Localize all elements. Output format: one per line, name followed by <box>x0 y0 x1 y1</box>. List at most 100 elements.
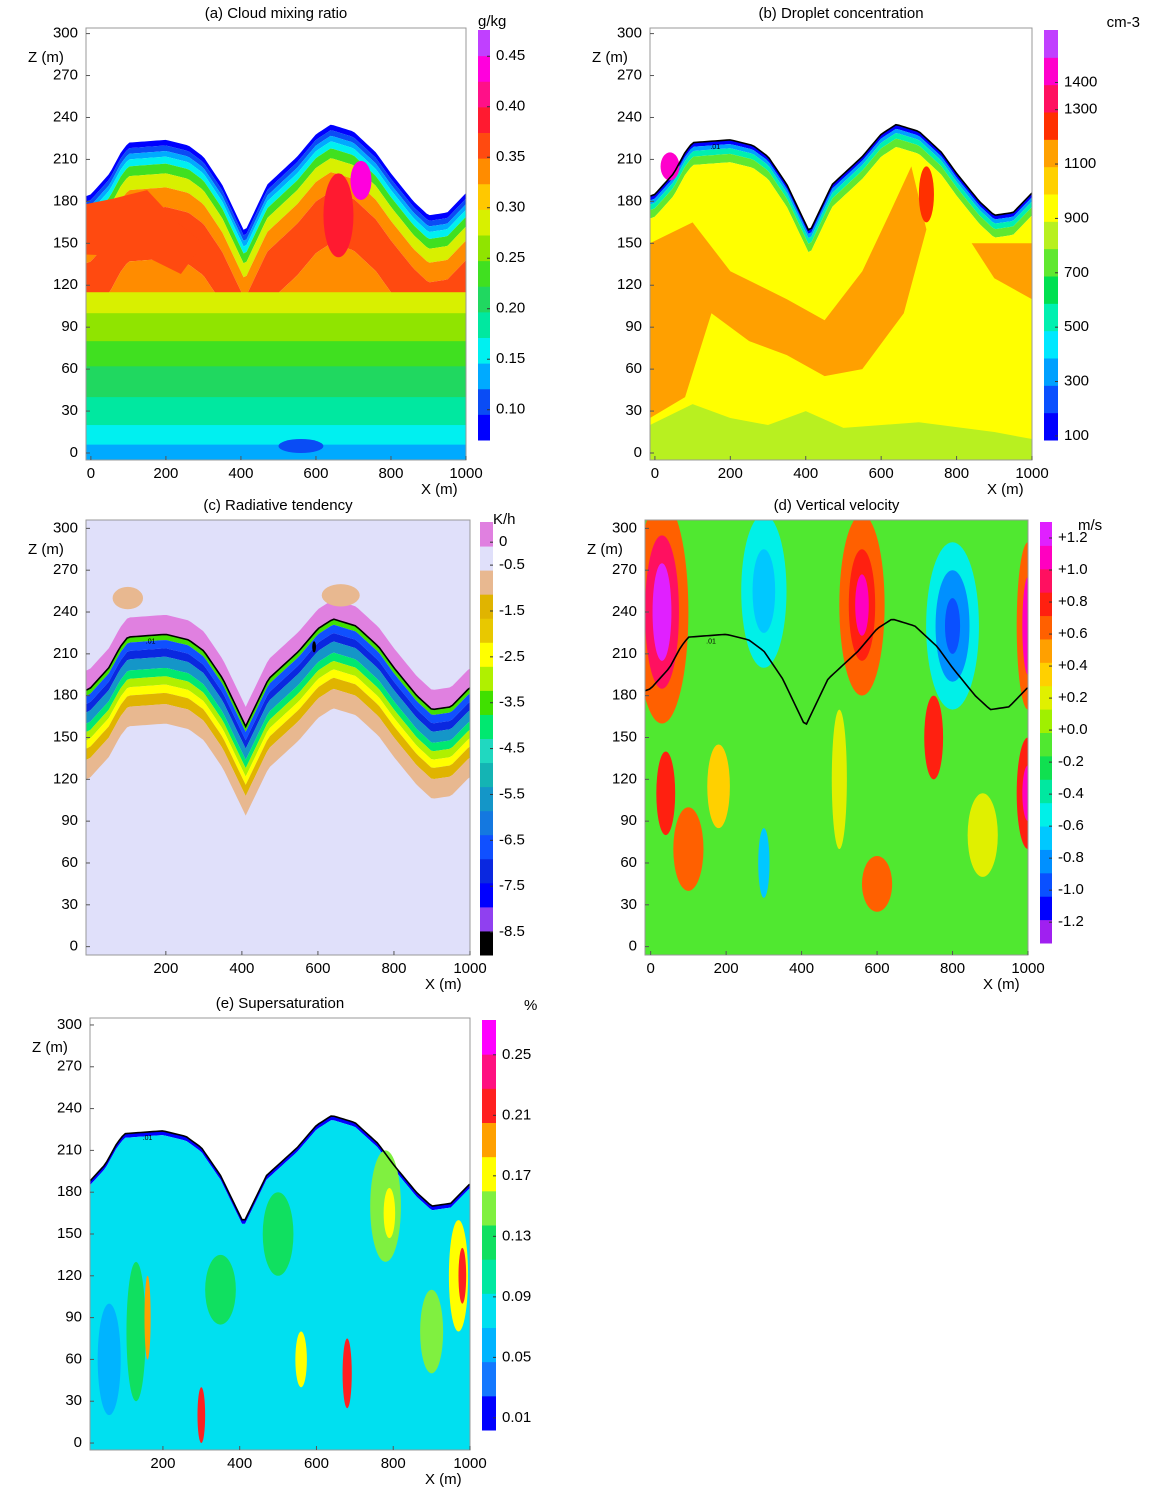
x-tick-label: 600 <box>303 465 328 482</box>
colorbar-swatch <box>482 1361 496 1397</box>
colorbar-swatch <box>480 570 493 595</box>
contour-fill <box>861 856 893 912</box>
colorbar-tick-label: +1.0 <box>1058 561 1088 578</box>
colorbar-swatch <box>1044 385 1058 414</box>
y-tick-label: 270 <box>617 67 642 84</box>
panel: (a) Cloud mixing ratio Z (m) X (m) 0 30 60 90 1… <box>28 5 525 498</box>
contour-fill <box>86 688 470 816</box>
colorbar-tick-label: -7.5 <box>499 877 525 894</box>
y-tick-label: 300 <box>57 1016 82 1033</box>
x-tick-label: 0 <box>646 960 654 977</box>
contour-fill <box>650 166 927 419</box>
colorbar-unit: cm-3 <box>1107 14 1140 31</box>
contour-fill <box>758 828 770 898</box>
colorbar-tick-label: -0.5 <box>499 556 525 573</box>
y-tick-label: 60 <box>625 360 642 377</box>
colorbar-swatch <box>1040 896 1052 921</box>
y-axis-label: Z (m) <box>587 541 623 558</box>
colorbar-tick-label: -4.5 <box>499 740 525 757</box>
colorbar-swatch <box>1040 732 1052 757</box>
colorbar-swatch <box>478 388 490 415</box>
colorbar-swatch <box>1044 57 1058 86</box>
panel-title: (b) Droplet concentration <box>758 5 923 22</box>
colorbar-swatch <box>478 158 490 185</box>
colorbar-unit: K/h <box>493 511 516 528</box>
colorbar-tick-label: 1300 <box>1064 101 1097 118</box>
contour-label: .01 <box>146 638 156 645</box>
contour-fill <box>660 152 680 181</box>
contour-fill <box>86 661 470 777</box>
colorbar-swatch <box>480 690 493 715</box>
panel-title: (d) Vertical velocity <box>774 497 900 514</box>
contour-fill <box>652 563 672 661</box>
colorbar-tick-label: 1100 <box>1064 155 1096 172</box>
y-tick-label: 210 <box>53 645 78 662</box>
y-tick-label: 300 <box>53 25 78 42</box>
contour-fill <box>278 439 324 454</box>
colorbar-swatch <box>480 930 493 956</box>
x-tick-label: 1000 <box>1015 465 1048 482</box>
colorbar-swatch <box>482 1293 496 1328</box>
contour-fill <box>650 138 1032 253</box>
colorbar-swatch <box>1044 248 1058 277</box>
contour-fill <box>86 141 466 254</box>
y-tick-label: 180 <box>57 1183 82 1200</box>
colorbar-swatch <box>1044 276 1058 304</box>
y-tick-label: 30 <box>625 402 642 419</box>
colorbar-tick-label: -0.8 <box>1058 849 1084 866</box>
colorbar-unit: g/kg <box>478 13 506 30</box>
contour-fill <box>97 1303 121 1416</box>
x-axis-label: X (m) <box>425 976 462 993</box>
x-tick-label: 400 <box>793 465 818 482</box>
y-tick-label: 0 <box>634 444 642 461</box>
x-tick-label: 400 <box>227 1455 252 1472</box>
x-tick-label: 200 <box>153 465 178 482</box>
y-tick-label: 150 <box>612 728 637 745</box>
contour-line <box>90 1115 470 1221</box>
colorbar-swatch <box>480 786 493 812</box>
y-tick-label: 210 <box>617 150 642 167</box>
colorbar-swatch <box>1040 522 1052 546</box>
y-tick-label: 300 <box>617 25 642 42</box>
x-tick-label: 1000 <box>453 1455 486 1472</box>
colorbar-swatch <box>480 522 493 547</box>
contour-fill <box>350 160 372 200</box>
colorbar-tick-label: -5.5 <box>499 785 525 802</box>
contour-fill <box>1022 577 1028 675</box>
y-tick-label: 240 <box>57 1100 82 1117</box>
y-tick-label: 60 <box>65 1350 82 1367</box>
x-tick-label: 1000 <box>453 960 486 977</box>
contour-field: .01 <box>90 1115 470 1450</box>
colorbar-tick-label: +0.0 <box>1058 721 1088 738</box>
contour-fill <box>650 128 1032 239</box>
contour-field <box>86 124 466 460</box>
colorbar-swatch <box>1040 755 1052 780</box>
colorbar-swatch <box>478 286 490 313</box>
y-tick-label: 120 <box>53 276 78 293</box>
contour-line <box>650 123 1032 231</box>
contour-fill <box>650 404 1032 460</box>
y-tick-label: 150 <box>617 234 642 251</box>
contour-fill <box>90 1116 470 1224</box>
colorbar-swatch <box>482 1190 496 1226</box>
colorbar-swatch <box>1044 303 1058 332</box>
x-tick-label: 400 <box>229 960 254 977</box>
contour-fill <box>967 793 998 877</box>
colorbar-swatch <box>480 858 493 884</box>
colorbar-tick-label: 0.09 <box>502 1288 531 1305</box>
contour-fill <box>855 574 869 636</box>
x-tick-label: 0 <box>651 465 659 482</box>
y-axis-label: Z (m) <box>592 49 628 66</box>
colorbar-swatch <box>478 81 490 108</box>
colorbar-swatch <box>1040 826 1052 850</box>
x-tick-label: 400 <box>789 960 814 977</box>
contour-fill <box>86 190 204 275</box>
colorbar-tick-label: 0.01 <box>502 1409 531 1426</box>
colorbar-swatch <box>480 546 493 571</box>
colorbar-unit: % <box>524 997 537 1014</box>
colorbar-swatch <box>1040 685 1052 710</box>
contour-fill <box>458 1247 467 1304</box>
y-tick-label: 120 <box>53 770 78 787</box>
colorbar-swatch <box>478 337 490 364</box>
x-tick-label: 200 <box>714 960 739 977</box>
